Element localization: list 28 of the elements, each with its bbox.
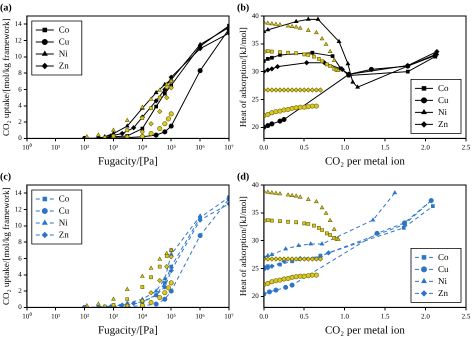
legend-label: Cu <box>438 94 450 105</box>
x-axis-title: Fugacity/[Pa] <box>98 324 158 336</box>
y-axis-title: CO₂ uptake/[mol/kg framework] <box>0 18 11 136</box>
legend-label: Zn <box>438 288 448 298</box>
legend-label: Zn <box>438 118 448 129</box>
legend-label: Ni <box>438 276 448 286</box>
x-axis-title: CO₂ per metal ion <box>324 324 406 336</box>
chart-title: (c) <box>0 172 12 183</box>
legend-label: Co <box>438 252 450 262</box>
chart-title: (d) <box>237 172 250 183</box>
legend-label: Zn <box>58 60 70 70</box>
y-axis-title: CO₂ uptake/[mol/kg framework] <box>0 187 11 306</box>
legend-label: Ni <box>58 217 68 228</box>
legend-label: Cu <box>438 264 450 274</box>
legend-label: Co <box>438 82 450 93</box>
x-axis-title: CO₂ per metal ion <box>324 155 406 168</box>
chart-title: (a) <box>0 2 12 14</box>
legend-label: Co <box>58 24 70 34</box>
legend-label: Zn <box>58 229 70 240</box>
x-axis-title: Fugacity/[Pa] <box>98 155 158 168</box>
legend-label: Cu <box>58 36 70 46</box>
y-axis-title: Heat of adsorption/[kJ/mol] <box>238 27 248 128</box>
legend-label: Ni <box>438 106 448 117</box>
legend-label: Cu <box>58 205 70 216</box>
y-axis-title: Heat of adsorption/[kJ/mol] <box>238 196 248 296</box>
chart-title: (b) <box>237 2 250 14</box>
legend-label: Ni <box>58 48 68 58</box>
legend-label: Co <box>58 193 70 204</box>
